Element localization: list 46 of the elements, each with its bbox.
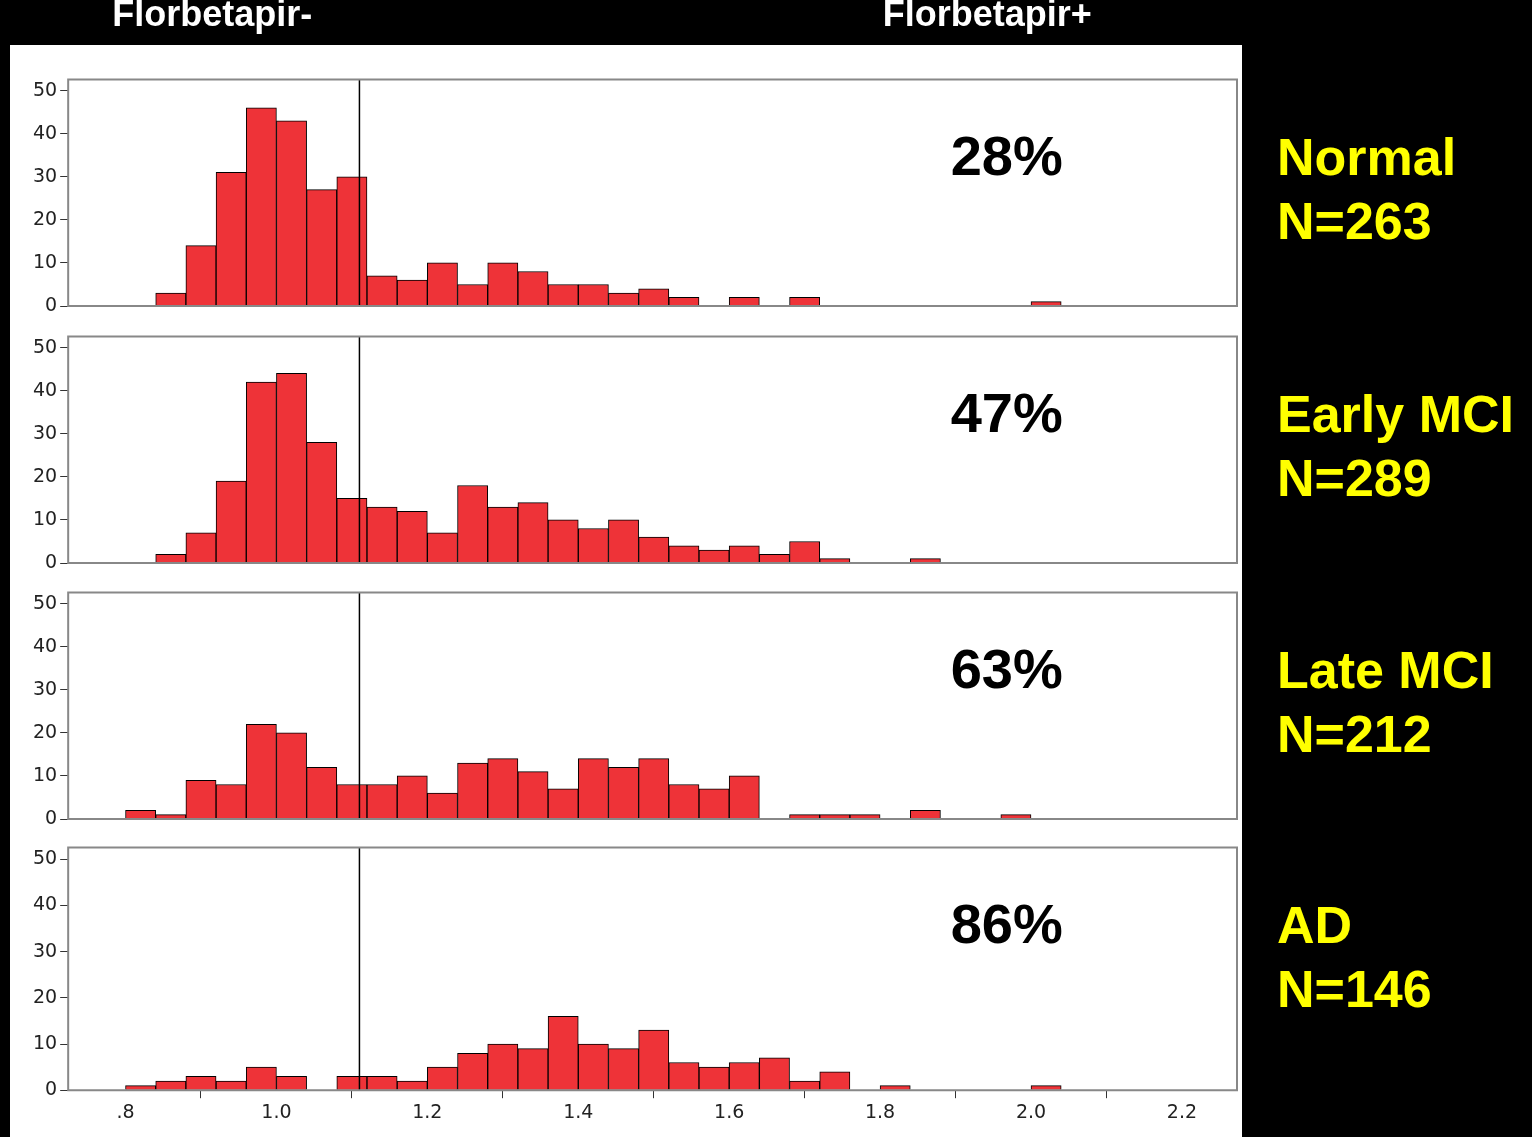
y-tick-label: 20 — [32, 463, 58, 486]
annotation: 47% — [950, 380, 1063, 444]
text: Late MCI — [1277, 640, 1494, 701]
x-tick-label: 1.0 — [261, 1099, 292, 1122]
x-tick-label: 1.4 — [563, 1099, 594, 1122]
x-tick-label: 1.6 — [714, 1099, 745, 1122]
y-tick-label: 10 — [32, 1030, 58, 1053]
y-tick-label: 10 — [32, 249, 58, 272]
y-tick-label: 50 — [32, 77, 58, 100]
y-tick-label: 30 — [32, 938, 58, 961]
text: Florbetapir- — [112, 0, 313, 35]
text: Normal — [1277, 127, 1457, 188]
y-tick-label: 10 — [32, 506, 58, 529]
text: N=289 — [1277, 448, 1433, 509]
y-tick-label: 50 — [32, 846, 58, 869]
text: AD — [1277, 895, 1354, 956]
text: N=146 — [1277, 959, 1432, 1020]
y-tick-label: 50 — [32, 334, 58, 357]
y-tick-label: 40 — [32, 633, 58, 656]
y-tick-label: 10 — [32, 762, 58, 785]
x-tick-label: 2.0 — [1015, 1099, 1047, 1122]
y-tick-label: 50 — [32, 590, 58, 613]
y-tick-label: 30 — [32, 163, 58, 186]
y-tick-label: 40 — [32, 892, 58, 915]
annotation: 86% — [950, 891, 1063, 955]
x-tick-label: 1.8 — [864, 1099, 896, 1122]
y-tick-label: 20 — [32, 984, 58, 1007]
y-tick-label: 0 — [45, 805, 58, 828]
x-tick-label: 1.2 — [412, 1099, 443, 1122]
text: Early MCI — [1277, 384, 1514, 445]
text: N=212 — [1277, 704, 1433, 765]
annotation: 63% — [950, 636, 1063, 700]
text: Florbetapir+ — [882, 0, 1092, 35]
text: N=263 — [1277, 191, 1433, 252]
y-tick-label: 20 — [32, 719, 58, 742]
x-tick-label: .8 — [116, 1099, 135, 1122]
y-tick-label: 20 — [32, 206, 58, 229]
y-tick-label: 0 — [45, 292, 58, 315]
y-tick-label: 40 — [32, 120, 58, 143]
y-tick-label: 40 — [32, 377, 58, 400]
y-tick-label: 0 — [45, 549, 58, 572]
y-tick-label: 0 — [45, 1077, 58, 1100]
y-tick-label: 30 — [32, 676, 58, 699]
y-tick-label: 30 — [32, 420, 58, 443]
annotation: 28% — [950, 123, 1063, 187]
x-tick-label: 2.2 — [1166, 1099, 1198, 1122]
